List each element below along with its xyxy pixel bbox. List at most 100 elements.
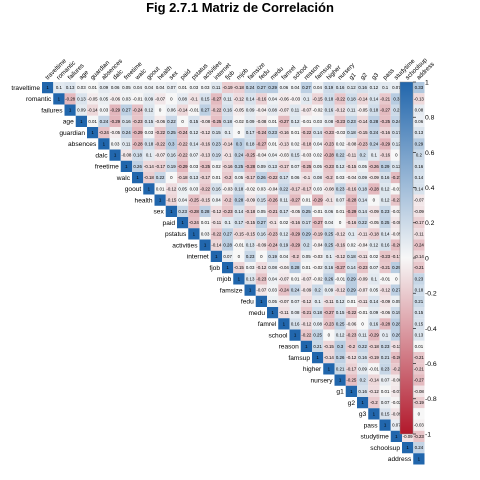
corr-cell xyxy=(98,93,110,105)
corr-cell xyxy=(357,295,369,307)
corr-value-label: 0.03 xyxy=(190,186,199,191)
corr-value-label: 0 xyxy=(395,276,398,281)
corr-value-label: 0.1 xyxy=(225,220,232,225)
corr-value-label: 0.06 xyxy=(325,209,334,214)
corr-cell xyxy=(132,138,144,150)
corr-cell xyxy=(368,82,380,94)
row-label: medu xyxy=(249,310,266,317)
corr-value-label: 1 xyxy=(271,310,274,315)
corr-cell xyxy=(413,430,425,442)
corr-value-label: 0.01 xyxy=(178,85,187,90)
corr-value-label: 0.05 xyxy=(370,288,379,293)
corr-value-label: 0.06 xyxy=(415,119,424,124)
corr-cell xyxy=(413,340,425,352)
corr-cell xyxy=(165,194,177,206)
corr-cell xyxy=(210,104,222,116)
corr-cell xyxy=(233,250,245,262)
corr-cell xyxy=(267,217,279,229)
corr-value-label: -0.17 xyxy=(346,366,357,371)
corr-cell xyxy=(278,93,290,105)
corr-cell xyxy=(300,138,312,150)
corr-cell xyxy=(267,138,279,150)
corr-value-label: 0.23 xyxy=(212,141,221,146)
corr-value-label: 0.14 xyxy=(358,198,367,203)
corr-cell xyxy=(390,273,402,285)
corr-value-label: 0.3 xyxy=(393,96,400,101)
corr-cell xyxy=(300,205,312,217)
corr-cell xyxy=(300,307,312,319)
corr-cell xyxy=(199,82,211,94)
corr-cell xyxy=(132,115,144,127)
corr-value-label: 0.07 xyxy=(336,198,345,203)
corr-value-label: -0.04 xyxy=(313,243,324,248)
corr-cell xyxy=(165,104,177,116)
corr-cell xyxy=(379,138,391,150)
corr-cell xyxy=(222,239,234,251)
corr-value-label: 0.25 xyxy=(381,220,390,225)
corr-value-label: 0.01 xyxy=(381,389,390,394)
corr-cell xyxy=(267,228,279,240)
corr-cell xyxy=(413,442,425,454)
row-label: pass xyxy=(364,422,379,429)
corr-cell xyxy=(199,115,211,127)
corr-cell xyxy=(177,217,189,229)
corr-cell xyxy=(222,205,234,217)
corr-value-label: 0.29 xyxy=(381,164,390,169)
corr-value-label: 0.29 xyxy=(347,288,356,293)
corr-value-label: 0.13 xyxy=(66,85,75,90)
corr-value-label: -0.27 xyxy=(391,175,402,180)
corr-cell xyxy=(390,318,402,330)
corr-value-label: -0.09 xyxy=(403,434,414,439)
corr-value-label: 0.23 xyxy=(415,276,424,281)
corr-value-label: 0.12 xyxy=(291,119,300,124)
corr-value-label: 0 xyxy=(159,108,162,113)
corr-cell xyxy=(379,352,391,364)
corr-cell xyxy=(368,217,380,229)
corr-cell xyxy=(199,205,211,217)
corr-value-label: 0.15 xyxy=(291,153,300,158)
corr-cell xyxy=(98,115,110,127)
corr-cell xyxy=(255,104,267,116)
corr-cell xyxy=(357,363,369,375)
corr-cell xyxy=(199,172,211,184)
corr-cell xyxy=(379,228,391,240)
corr-value-label: -0.15 xyxy=(166,198,177,203)
corr-value-label: -0.03 xyxy=(335,130,346,135)
corr-cell xyxy=(323,352,335,364)
corr-cell xyxy=(379,329,391,341)
corr-value-label: 0.3 xyxy=(236,141,243,146)
corr-cell xyxy=(255,250,267,262)
corr-value-label: -0.03 xyxy=(414,423,425,428)
corr-cell xyxy=(154,172,166,184)
corr-value-label: -0.12 xyxy=(346,355,357,360)
corr-value-label: 0.17 xyxy=(302,220,311,225)
corr-cell xyxy=(390,385,402,397)
corr-value-label: 0.26 xyxy=(133,164,142,169)
corr-value-label: 0.28 xyxy=(235,198,244,203)
row-label: dalc xyxy=(95,152,108,159)
corr-cell xyxy=(233,93,245,105)
corr-value-label: 0.01 xyxy=(268,141,277,146)
corr-value-label: 1 xyxy=(316,355,319,360)
corr-value-label: 0.09 xyxy=(370,310,379,315)
corr-value-label: -0.27 xyxy=(380,108,391,113)
corr-value-label: 0 xyxy=(260,254,263,259)
colorbar-tick-label: 0 xyxy=(425,255,429,262)
corr-value-label: 0.1 xyxy=(315,299,322,304)
corr-value-label: -0.12 xyxy=(211,209,222,214)
corr-cell xyxy=(177,194,189,206)
corr-value-label: 0.16 xyxy=(358,355,367,360)
corr-cell xyxy=(120,115,132,127)
corr-cell xyxy=(357,273,369,285)
corr-cell xyxy=(368,262,380,274)
corr-value-label: 0.04 xyxy=(291,85,300,90)
corr-cell xyxy=(199,160,211,172)
corr-value-label: -0.05 xyxy=(358,108,369,113)
corr-value-label: -0.16 xyxy=(256,96,267,101)
corr-cell xyxy=(177,172,189,184)
corr-cell xyxy=(368,284,380,296)
corr-cell xyxy=(244,172,256,184)
corr-value-label: 0.22 xyxy=(358,220,367,225)
corr-value-label: 0.16 xyxy=(212,186,221,191)
corr-value-label: 0.03 xyxy=(246,265,255,270)
